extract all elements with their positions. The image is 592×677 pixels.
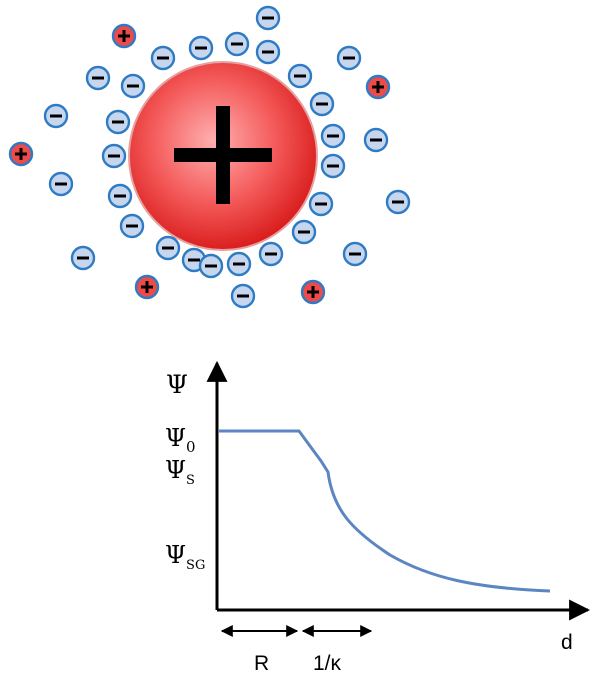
anion-ion — [48, 171, 74, 197]
anion-ion — [291, 219, 317, 245]
minus-icon — [370, 138, 382, 142]
anion-ion — [287, 63, 313, 89]
psi-sg-label: ΨSG — [165, 541, 205, 573]
minus-icon — [327, 134, 339, 138]
minus-icon — [50, 114, 62, 118]
anion-ion — [70, 245, 96, 271]
x-axis-symbol: d — [561, 631, 573, 654]
anion-ion — [155, 235, 181, 261]
potential-curve — [219, 429, 551, 593]
plus-icon — [141, 281, 153, 293]
minus-icon — [55, 182, 67, 186]
minus-icon — [294, 74, 306, 78]
psi-s-label: ΨS — [165, 456, 195, 488]
psi-0-label: Ψ0 — [165, 424, 196, 456]
minus-icon — [392, 200, 404, 204]
anion-ion — [105, 109, 131, 135]
anion-ion — [336, 45, 362, 71]
minus-icon — [265, 252, 277, 256]
minus-icon — [315, 202, 327, 206]
minus-icon — [231, 42, 243, 46]
minus-icon — [157, 56, 169, 60]
minus-icon — [126, 224, 138, 228]
minus-icon — [108, 154, 120, 158]
minus-icon — [343, 56, 355, 60]
minus-icon — [298, 230, 310, 234]
anion-ion — [85, 65, 111, 91]
cation-ion — [134, 274, 160, 300]
anion-ion — [107, 183, 133, 209]
span-kappa-label: 1/κ — [313, 652, 342, 675]
anion-ion — [120, 73, 146, 99]
minus-icon — [112, 120, 124, 124]
anion-ion — [385, 189, 411, 215]
minus-icon — [127, 84, 139, 88]
minus-icon — [195, 46, 207, 50]
anion-ion — [363, 127, 389, 153]
anion-ion — [101, 143, 127, 169]
anion-ion — [224, 31, 250, 57]
anion-ion — [255, 39, 281, 65]
y-axis-symbol: Ψ — [166, 370, 188, 399]
anion-ion — [188, 35, 214, 61]
cation-ion — [365, 74, 391, 100]
span-r-label: R — [254, 652, 269, 675]
minus-icon — [92, 76, 104, 80]
anion-ion — [320, 123, 346, 149]
minus-icon — [233, 262, 245, 266]
minus-icon — [349, 252, 361, 256]
anion-ion — [309, 91, 335, 117]
colloidal-particle — [128, 61, 318, 251]
cation-ion — [111, 23, 137, 49]
anion-ion — [150, 45, 176, 71]
particle-plus-icon — [174, 106, 272, 204]
minus-icon — [77, 256, 89, 260]
minus-icon — [262, 16, 274, 20]
anion-ion — [308, 191, 334, 217]
plus-icon — [307, 286, 319, 298]
minus-icon — [237, 294, 249, 298]
ion-cloud — [8, 5, 411, 309]
cation-ion — [300, 279, 326, 305]
potential-graph: Ψ Ψ0 ΨS ΨSG d R 1/κ — [165, 360, 591, 675]
minus-icon — [262, 50, 274, 54]
minus-icon — [316, 102, 328, 106]
anion-ion — [342, 241, 368, 267]
anion-ion — [258, 241, 284, 267]
minus-icon — [114, 194, 126, 198]
anion-ion — [119, 213, 145, 239]
minus-icon — [188, 258, 200, 262]
minus-icon — [205, 264, 217, 268]
cation-ion — [8, 141, 34, 167]
anion-ion — [226, 251, 252, 277]
plus-icon — [118, 30, 130, 42]
anion-ion — [198, 253, 224, 279]
minus-icon — [327, 164, 339, 168]
anion-ion — [320, 153, 346, 179]
plus-icon — [372, 81, 384, 93]
minus-icon — [162, 246, 174, 250]
anion-ion — [43, 103, 69, 129]
plus-icon — [15, 148, 27, 160]
anion-ion — [255, 5, 281, 31]
anion-ion — [230, 283, 256, 309]
